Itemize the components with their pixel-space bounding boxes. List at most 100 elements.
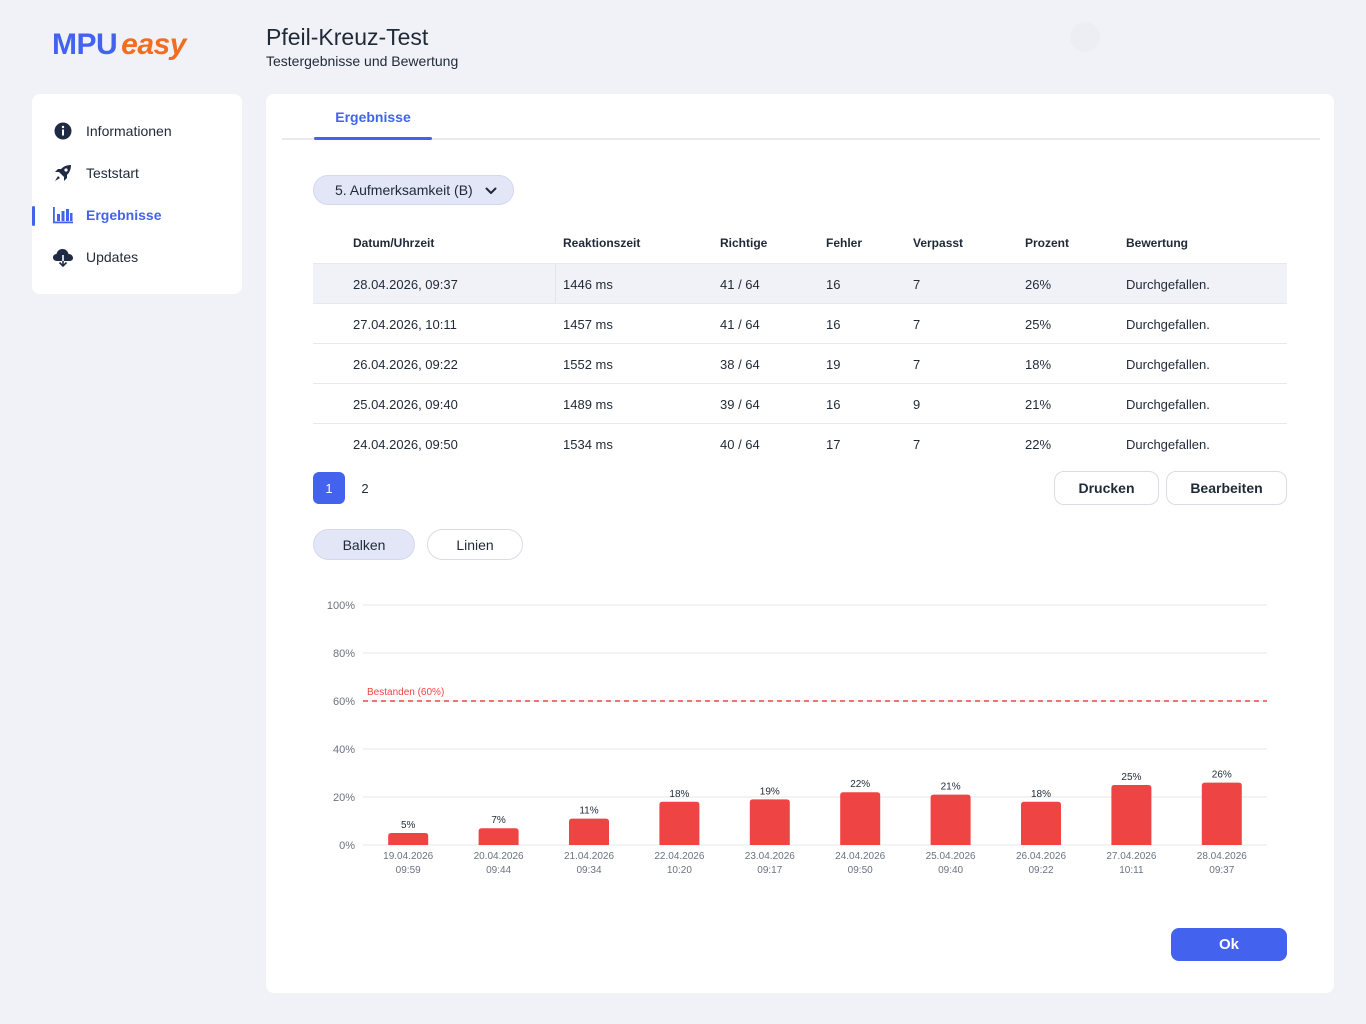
column-header: Richtige — [720, 236, 768, 250]
page-button-2[interactable]: 2 — [361, 480, 369, 496]
x-tick-label-date: 19.04.2026 — [383, 851, 433, 862]
table-row[interactable]: 28.04.2026, 09:37 1446 ms 41 / 64 16 7 2… — [313, 263, 1287, 303]
sidebar: Informationen Teststart Ergebnisse Updat… — [32, 94, 242, 294]
x-tick-label-date: 25.04.2026 — [926, 851, 976, 862]
logo-accent: easy — [121, 28, 186, 61]
table-row[interactable]: 24.04.2026, 09:50 1534 ms 40 / 64 17 7 2… — [313, 423, 1287, 463]
x-tick-label-date: 20.04.2026 — [474, 851, 524, 862]
x-tick-label-time: 09:50 — [848, 865, 873, 876]
y-tick-label: 0% — [339, 840, 355, 852]
sidebar-item-updates[interactable]: Updates — [32, 239, 242, 275]
rocket-icon — [52, 163, 74, 183]
bars-toggle-button[interactable]: Balken — [313, 529, 415, 560]
info-icon — [52, 121, 74, 141]
cell-rating: Durchgefallen. — [1126, 397, 1210, 412]
bar — [840, 792, 881, 845]
cell-rating: Durchgefallen. — [1126, 357, 1210, 372]
tab-ergebnisse[interactable]: Ergebnisse — [314, 94, 432, 140]
page-button-1[interactable]: 1 — [313, 472, 345, 504]
cell-errors: 19 — [826, 357, 841, 372]
cell-correct: 41 / 64 — [720, 317, 760, 332]
cell-datetime: 25.04.2026, 09:40 — [353, 397, 458, 412]
sidebar-item-label: Updates — [86, 249, 139, 265]
bar — [930, 794, 971, 845]
results-bar-chart: 0% 20% 40% 60% 80% 100% Bestanden (60%) 5% 19.04… — [327, 600, 1267, 876]
table-row[interactable]: 27.04.2026, 10:11 1457 ms 41 / 64 16 7 2… — [313, 303, 1287, 343]
avatar — [1070, 22, 1100, 52]
sidebar-item-teststart[interactable]: Teststart — [32, 155, 242, 191]
column-header: Prozent — [1025, 236, 1070, 250]
page-title: Pfeil-Kreuz-Test — [266, 24, 429, 50]
cell-percent: 25% — [1025, 317, 1052, 332]
x-tick-label-time: 09:44 — [486, 865, 511, 876]
page-subtitle: Testergebnisse und Bewertung — [266, 53, 459, 69]
column-header: Verpasst — [913, 236, 964, 250]
results-table: Datum/Uhrzeit Reaktionszeit Richtige Feh… — [313, 224, 1287, 463]
x-tick-label-time: 09:17 — [757, 865, 782, 876]
cell-rating: Durchgefallen. — [1126, 277, 1210, 292]
ok-button[interactable]: Ok — [1171, 928, 1287, 961]
chevron-down-icon — [485, 184, 497, 200]
bar — [1201, 782, 1242, 845]
y-tick-label: 100% — [327, 600, 355, 612]
cell-percent: 22% — [1025, 437, 1052, 452]
cell-missed: 7 — [913, 277, 921, 292]
x-tick-label-time: 10:20 — [667, 865, 692, 876]
y-tick-label: 40% — [333, 744, 355, 756]
bar — [1111, 785, 1152, 845]
cloud-download-icon — [52, 247, 74, 267]
table-header: Datum/Uhrzeit Reaktionszeit Richtige Feh… — [313, 224, 1287, 263]
column-header: Bewertung — [1126, 236, 1189, 250]
sidebar-item-label: Ergebnisse — [86, 207, 162, 223]
cell-errors: 16 — [826, 317, 841, 332]
cell-missed: 7 — [913, 317, 921, 332]
lines-toggle-button[interactable]: Linien — [427, 529, 523, 560]
x-tick-label-time: 09:22 — [1028, 865, 1053, 876]
dropdown-value: 5. Aufmerksamkeit (B) — [335, 182, 473, 198]
x-tick-label-date: 22.04.2026 — [654, 851, 704, 862]
x-tick-label-date: 24.04.2026 — [835, 851, 885, 862]
sidebar-item-informationen[interactable]: Informationen — [32, 113, 242, 149]
cell-errors: 16 — [826, 277, 841, 292]
bar-value-label: 26% — [1212, 770, 1232, 781]
sidebar-item-label: Teststart — [86, 165, 139, 181]
sidebar-item-label: Informationen — [86, 123, 172, 139]
bar-value-label: 11% — [579, 806, 598, 817]
bar — [478, 828, 519, 845]
cell-errors: 16 — [826, 397, 841, 412]
threshold-label: Bestanden (60%) — [367, 687, 444, 698]
cell-percent: 21% — [1025, 397, 1052, 412]
y-tick-label: 20% — [333, 792, 355, 804]
cell-correct: 39 / 64 — [720, 397, 760, 412]
logo-main: MPU — [52, 28, 118, 61]
app-logo: MPU easy — [52, 28, 186, 62]
edit-button[interactable]: Bearbeiten — [1166, 471, 1287, 505]
bar-value-label: 22% — [850, 779, 870, 790]
cell-errors: 17 — [826, 437, 841, 452]
column-header: Reaktionszeit — [563, 236, 641, 250]
cell-datetime: 28.04.2026, 09:37 — [353, 277, 458, 292]
column-divider — [555, 264, 556, 303]
cell-correct: 41 / 64 — [720, 277, 760, 292]
tab-underline — [314, 137, 432, 140]
results-card: Ergebnisse 5. Aufmerksamkeit (B) Datum/U… — [266, 94, 1334, 993]
bar-value-label: 18% — [1031, 789, 1051, 800]
bar-chart-icon — [52, 205, 74, 225]
bar — [569, 818, 609, 845]
x-tick-label-date: 21.04.2026 — [564, 851, 614, 862]
cell-percent: 26% — [1025, 277, 1052, 292]
column-header: Fehler — [826, 236, 863, 250]
cell-datetime: 26.04.2026, 09:22 — [353, 357, 458, 372]
table-row[interactable]: 25.04.2026, 09:40 1489 ms 39 / 64 16 9 2… — [313, 383, 1287, 423]
x-tick-label-date: 28.04.2026 — [1197, 851, 1247, 862]
sidebar-item-ergebnisse[interactable]: Ergebnisse — [32, 197, 242, 233]
table-row[interactable]: 26.04.2026, 09:22 1552 ms 38 / 64 19 7 1… — [313, 343, 1287, 383]
test-section-dropdown[interactable]: 5. Aufmerksamkeit (B) — [313, 175, 514, 205]
cell-datetime: 27.04.2026, 10:11 — [353, 317, 457, 332]
bar-value-label: 7% — [491, 815, 506, 826]
print-button[interactable]: Drucken — [1054, 471, 1159, 505]
cell-missed: 7 — [913, 357, 921, 372]
x-tick-label-date: 27.04.2026 — [1106, 851, 1156, 862]
column-header: Datum/Uhrzeit — [353, 236, 435, 250]
tab-label: Ergebnisse — [335, 109, 411, 125]
